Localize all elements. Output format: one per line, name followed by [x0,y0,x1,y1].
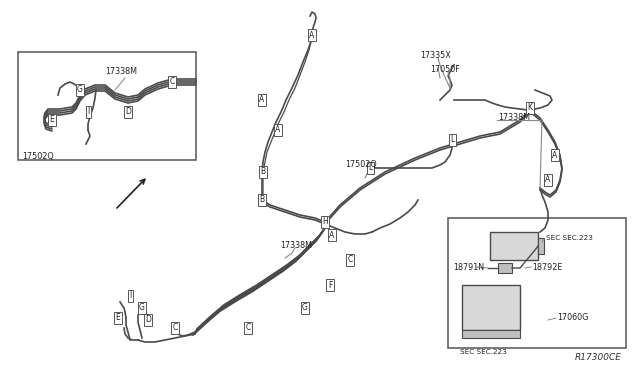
Text: D: D [145,315,151,324]
Bar [462,285,520,330]
Text: L: L [450,135,454,144]
Text: F: F [328,280,332,289]
Text: E: E [50,115,54,125]
Text: 18791N: 18791N [453,263,484,272]
Text: H: H [322,218,328,227]
Text: 17502Q: 17502Q [345,160,377,170]
Text: D: D [125,108,131,116]
Text: A: A [275,125,280,135]
Text: 17050F: 17050F [430,65,460,74]
Text: L: L [368,164,372,173]
Text: C: C [170,77,175,87]
Bar [498,263,512,273]
Text: 17338M: 17338M [498,113,530,122]
Bar [462,330,520,338]
Text: A: A [545,176,550,185]
Bar [490,232,538,260]
Text: G: G [302,304,308,312]
Text: 17338M: 17338M [280,241,312,250]
Bar [18,52,196,160]
Bar [448,218,626,348]
Text: A: A [552,151,557,160]
Text: I: I [87,108,89,116]
Text: SEC SEC.223: SEC SEC.223 [546,235,593,241]
Text: 17338M: 17338M [105,67,137,77]
Text: C: C [172,324,178,333]
Text: 17060G: 17060G [557,314,588,323]
Text: R17300CE: R17300CE [575,353,622,362]
Text: C: C [245,324,251,333]
Text: C: C [348,256,353,264]
Text: B: B [259,196,264,205]
Text: B: B [260,167,266,176]
Text: K: K [527,103,532,112]
Text: A: A [330,231,335,240]
Text: I: I [129,292,131,301]
Text: 17502Q: 17502Q [22,153,54,161]
Text: G: G [77,86,83,94]
Text: 18792E: 18792E [532,263,563,272]
Text: A: A [309,31,315,39]
Text: 17335X: 17335X [420,51,451,60]
Text: G: G [139,304,145,312]
Text: SEC SEC.223: SEC SEC.223 [460,349,507,355]
Text: E: E [116,314,120,323]
Text: A: A [259,96,264,105]
Bar [538,238,544,254]
